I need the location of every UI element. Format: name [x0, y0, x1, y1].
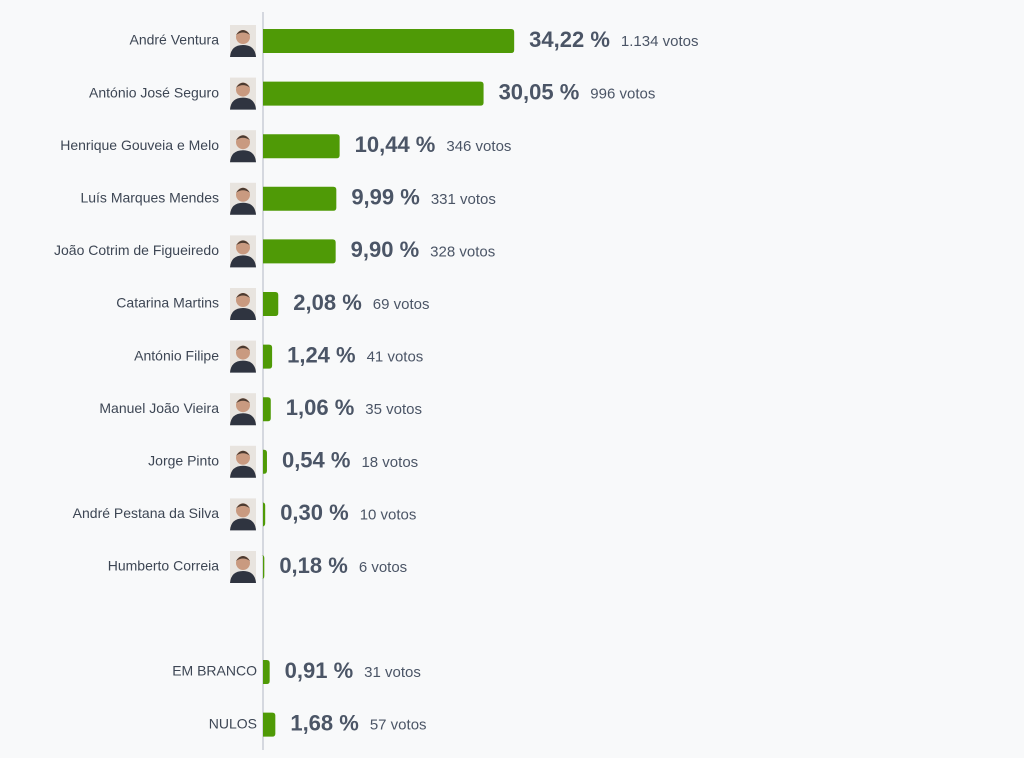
vote-label: 35 votos	[365, 401, 422, 418]
value-label: 9,90 %	[351, 237, 420, 262]
photo-hair	[236, 556, 250, 561]
photo-body	[230, 202, 256, 215]
photo-hair	[236, 240, 250, 246]
vote-label: 18 votos	[361, 454, 418, 471]
bar	[263, 449, 267, 474]
candidate-name: Catarina Martins	[116, 295, 219, 311]
photo-body	[230, 150, 256, 163]
photo-head	[236, 135, 250, 150]
candidate-name: André Pestana da Silva	[73, 505, 220, 521]
photo-body	[230, 255, 256, 268]
photo-head	[236, 82, 250, 97]
category-name: EM BRANCO	[172, 663, 257, 679]
candidate-name: Manuel João Vieira	[99, 400, 219, 416]
photo-head	[236, 30, 250, 44]
photo-hair	[236, 345, 250, 351]
value-label: 1,06 %	[286, 395, 355, 420]
bar	[263, 29, 515, 53]
vote-label: 346 votos	[446, 138, 511, 155]
category-name: NULOS	[209, 715, 257, 731]
bar	[263, 239, 336, 264]
photo-hair	[236, 503, 250, 509]
bar	[261, 555, 265, 579]
vote-label: 328 votos	[430, 243, 495, 260]
photo-hair	[236, 82, 250, 88]
value-label: 0,30 %	[280, 500, 349, 525]
photo-body	[230, 465, 256, 478]
photo-hair	[236, 293, 250, 298]
vote-label: 996 votos	[590, 86, 655, 103]
photo-body	[230, 360, 256, 373]
bar	[263, 712, 276, 737]
photo-body	[230, 308, 256, 320]
bar	[263, 660, 270, 684]
vote-label: 31 votos	[364, 664, 421, 681]
bar	[263, 292, 279, 316]
candidate-name: João Cotrim de Figueiredo	[54, 242, 219, 258]
photo-head	[236, 345, 250, 360]
photo-body	[230, 45, 256, 57]
photo-head	[236, 503, 250, 518]
candidate-name: Humberto Correia	[108, 558, 219, 574]
vote-label: 6 votos	[359, 559, 407, 576]
candidate-name: Henrique Gouveia e Melo	[60, 137, 219, 153]
photo-body	[230, 518, 256, 531]
value-label: 30,05 %	[499, 79, 580, 104]
photo-body	[230, 97, 256, 110]
value-label: 34,22 %	[529, 27, 610, 52]
photo-head	[236, 450, 250, 465]
photo-hair	[236, 398, 250, 404]
candidate-name: António Filipe	[134, 347, 219, 363]
photo-hair	[236, 450, 250, 456]
bar	[263, 344, 273, 369]
bar	[263, 134, 340, 159]
value-label: 2,08 %	[293, 290, 362, 315]
candidate-name: Luís Marques Mendes	[80, 190, 219, 206]
vote-label: 69 votos	[373, 296, 430, 313]
value-label: 10,44 %	[355, 132, 436, 157]
bar	[263, 186, 337, 211]
value-label: 1,24 %	[287, 342, 356, 367]
photo-body	[230, 413, 256, 426]
candidate-name: António José Seguro	[89, 84, 219, 100]
value-label: 0,54 %	[282, 448, 351, 473]
vote-label: 331 votos	[431, 191, 496, 208]
bar	[262, 502, 266, 527]
photo-head	[236, 187, 250, 202]
photo-hair	[236, 30, 250, 35]
vote-label: 10 votos	[360, 506, 417, 523]
photo-head	[236, 293, 250, 307]
value-label: 9,99 %	[351, 185, 420, 210]
value-label: 0,91 %	[285, 658, 354, 683]
photo-hair	[236, 187, 250, 193]
value-label: 1,68 %	[290, 710, 359, 735]
candidate-name: Jorge Pinto	[148, 453, 219, 469]
vote-label: 57 votos	[370, 717, 427, 734]
bar	[263, 81, 484, 106]
photo-head	[236, 398, 250, 413]
candidate-name: André Ventura	[129, 32, 219, 48]
vote-label: 41 votos	[367, 349, 424, 366]
photo-head	[236, 556, 250, 570]
photo-hair	[236, 135, 250, 141]
bar	[263, 397, 271, 422]
vote-label: 1.134 votos	[621, 33, 699, 50]
photo-head	[236, 240, 250, 255]
photo-body	[230, 571, 256, 583]
value-label: 0,18 %	[279, 553, 348, 578]
